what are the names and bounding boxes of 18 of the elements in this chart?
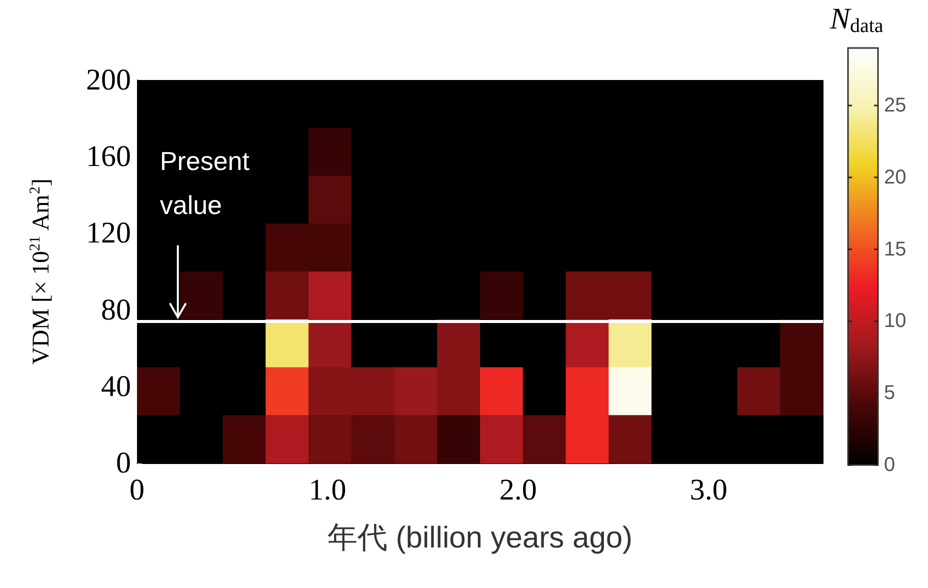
y-tick-label: 200	[86, 64, 131, 96]
y-tick-label: 0	[116, 446, 131, 480]
x-tick-label: 1.0	[308, 474, 346, 506]
x-axis-title: 年代 (billion years ago)	[327, 522, 633, 554]
ref-line-label: Present value	[160, 145, 250, 222]
color-bar-label: 10	[884, 310, 906, 332]
color-bar-label: 25	[884, 94, 906, 117]
color-bar-label: 20	[884, 166, 906, 188]
y-tick-label: 80	[101, 293, 131, 326]
color-bar-label: 15	[884, 238, 906, 260]
y-axis-title: VDM [× 1021 Am2]	[28, 178, 54, 365]
x-tick-label: 2.0	[499, 474, 537, 506]
y-tick-label: 40	[101, 370, 131, 403]
x-tick-label: 3.0	[690, 474, 728, 506]
y-tick-label: 160	[86, 140, 131, 174]
color-bar-label: 0	[884, 454, 896, 476]
color-bar-label: 5	[884, 382, 896, 404]
y-tick-label: 120	[86, 216, 131, 250]
